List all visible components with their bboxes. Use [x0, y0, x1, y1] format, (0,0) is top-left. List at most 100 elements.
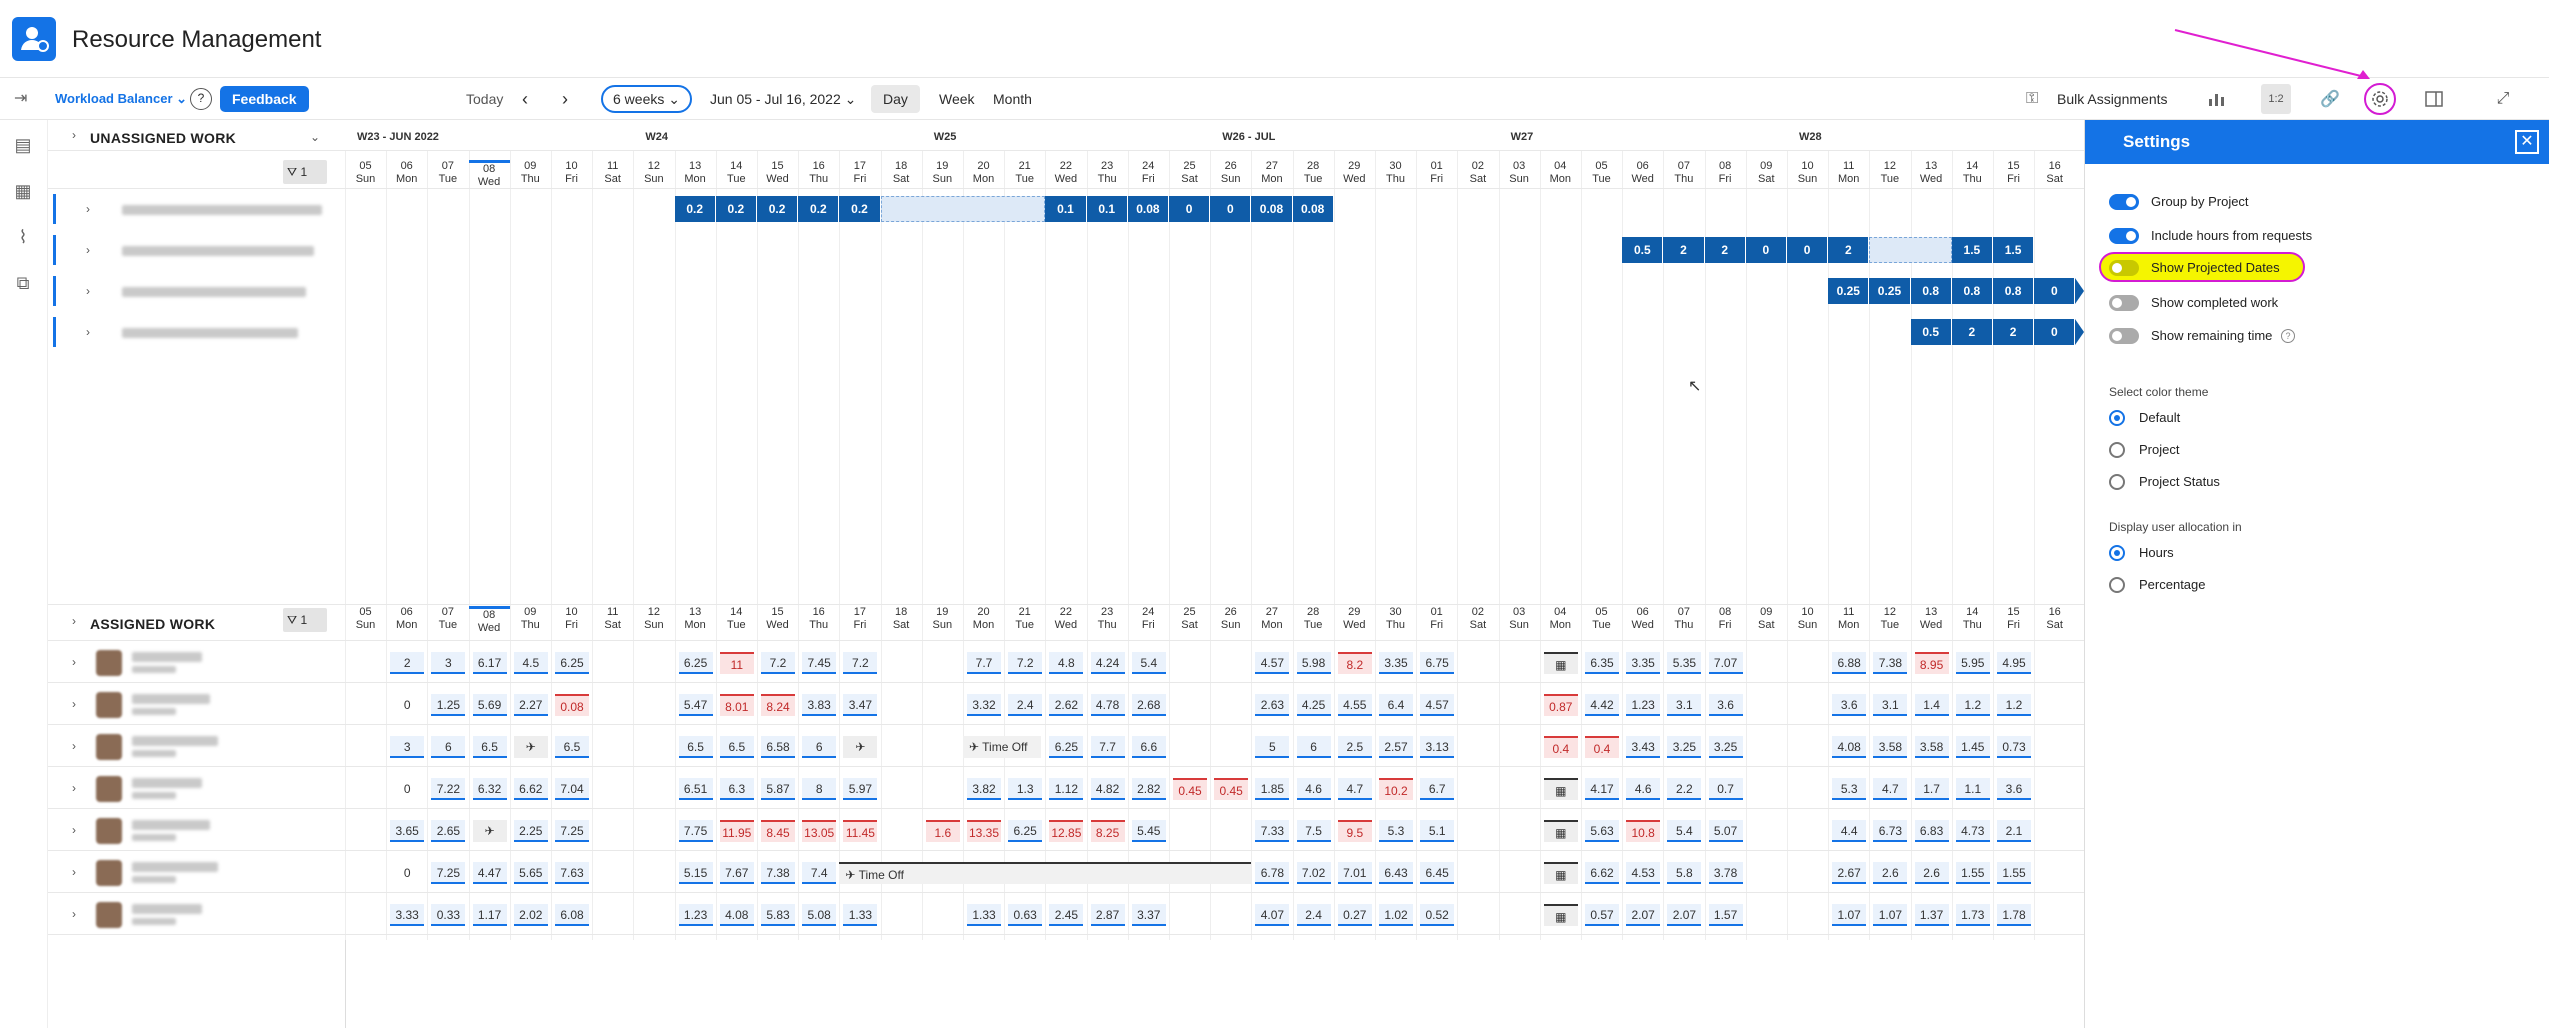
show-projected-dates-toggle[interactable] [2109, 260, 2139, 276]
allocation-cell: 1.7 [1914, 778, 1949, 800]
toolbar: ⇥ Workload Balancer ⌄ ? Feedback Today ‹… [0, 78, 2549, 120]
expand-icon[interactable]: ⤢ [2496, 90, 2510, 107]
unassigned-work-title: UNASSIGNED WORK [90, 130, 237, 146]
day-header: 10 Sun [1787, 606, 1828, 632]
show-remaining-time-toggle[interactable] [2109, 328, 2139, 344]
theme-project-radio[interactable] [2109, 442, 2125, 458]
chevron-right-icon[interactable]: › [72, 614, 76, 628]
chevron-right-icon[interactable]: › [72, 781, 76, 795]
chevron-right-icon[interactable]: › [72, 907, 76, 921]
day-header: 11 Sat [592, 606, 633, 632]
chevron-right-icon[interactable]: › [72, 823, 76, 837]
allocation-heading: Display user allocation in [2109, 520, 2242, 534]
chevron-right-icon[interactable]: › [72, 128, 76, 142]
link-icon[interactable]: 🔗 [2320, 91, 2340, 108]
day-name: Wed [1631, 173, 1654, 185]
previous-icon[interactable]: ‹ [522, 89, 528, 109]
day-name: Thu [809, 619, 829, 631]
help-icon[interactable]: ? [190, 88, 212, 110]
chevron-right-icon[interactable]: › [72, 865, 76, 879]
view-day-tab[interactable]: Day [871, 85, 920, 113]
assigned-filter[interactable]: ⛛ 1 [283, 608, 327, 632]
day-name: Wed [1343, 619, 1366, 631]
info-icon[interactable]: ? [2281, 329, 2295, 343]
allocation-cell: 2 [1951, 319, 1993, 345]
feedback-button[interactable]: Feedback [220, 86, 309, 112]
group-by-project-toggle[interactable] [2109, 194, 2139, 210]
allocation-cell: 6.5 [472, 736, 507, 758]
day-header: 30 Thu [1375, 606, 1416, 632]
unassigned-filter[interactable]: ⛛ 1 [283, 160, 327, 184]
allocation-cell: 3.13 [1420, 736, 1455, 758]
project-name-redacted [122, 287, 306, 297]
day-number: 01 [1430, 160, 1443, 172]
ratio-toggle-icon[interactable]: 1:2 [2261, 84, 2291, 114]
allocation-cell: 7.2 [843, 652, 878, 674]
date-range-dropdown[interactable]: Jun 05 - Jul 16, 2022 ⌄ [710, 78, 856, 120]
settings-gear-icon[interactable] [2364, 83, 2396, 115]
allocation-cell: 0.2 [674, 196, 716, 222]
show-completed-work-toggle[interactable] [2109, 295, 2139, 311]
day-gridline [633, 150, 635, 940]
day-name: Tue [727, 619, 746, 631]
day-number: 13 [1924, 160, 1938, 172]
day-header: 22 Wed [1045, 606, 1086, 632]
chevron-right-icon[interactable]: › [86, 284, 90, 298]
alloc-hours-radio[interactable] [2109, 545, 2125, 561]
allocation-cell: 2.67 [1832, 862, 1867, 884]
day-name: Tue [1303, 619, 1323, 631]
alloc-percentage-radio[interactable] [2109, 577, 2125, 593]
day-header: 22 Wed [1045, 160, 1086, 186]
allocation-cell: 13.05 [802, 820, 837, 842]
next-icon[interactable]: › [562, 89, 568, 109]
chevron-right-icon[interactable]: › [72, 655, 76, 669]
day-header: 20 Mon [963, 606, 1004, 632]
theme-default-radio[interactable] [2109, 410, 2125, 426]
view-week-tab[interactable]: Week [939, 91, 975, 107]
side-panel-icon[interactable] [2419, 84, 2449, 114]
theme-project-status-radio[interactable] [2109, 474, 2125, 490]
day-name: Fri [853, 619, 867, 631]
allocation-cell: 7.45 [802, 652, 837, 674]
document-icon[interactable]: ▤ [14, 135, 32, 155]
allocation-cell: 2.6 [1873, 862, 1908, 884]
chevron-right-icon[interactable]: › [86, 243, 90, 257]
allocation-cell: 1.17 [472, 904, 507, 926]
allocation-cell: 4.25 [1296, 694, 1331, 716]
day-header: 14 Thu [1952, 160, 1993, 186]
allocation-cell: 6.25 [1049, 736, 1084, 758]
collapse-sidebar-icon[interactable]: ⇥ [14, 90, 28, 107]
org-chart-icon[interactable]: ⧉ [16, 273, 30, 293]
app-header: Resource Management [0, 0, 2549, 78]
allocation-cell: 9.5 [1337, 820, 1372, 842]
day-header: 26 Sun [1210, 160, 1251, 186]
holiday-calendar-icon: ▦ [1543, 904, 1578, 926]
range-dropdown[interactable]: 6 weeks ⌄ [601, 85, 692, 113]
workload-balancer-dropdown[interactable]: Workload Balancer ⌄ [55, 78, 187, 120]
allocation-cell: 1.1 [1955, 778, 1990, 800]
allocation-cell: 7.25 [431, 862, 466, 884]
chart-icon[interactable] [2202, 84, 2232, 114]
calendar-icon[interactable]: ▦ [14, 181, 32, 201]
chevron-down-icon[interactable]: ⌄ [310, 130, 321, 144]
chevron-right-icon[interactable]: › [72, 697, 76, 711]
allocation-cell: 8.45 [761, 820, 795, 842]
include-hours-toggle[interactable] [2109, 228, 2139, 244]
header-divider [48, 604, 2084, 605]
allocation-cell: 0.25 [1869, 278, 1911, 304]
chevron-right-icon[interactable]: › [72, 739, 76, 753]
view-month-tab[interactable]: Month [993, 91, 1032, 107]
trend-chart-icon[interactable]: ⌇ [18, 227, 28, 247]
allocation-cell: 5.83 [761, 904, 795, 926]
allocation-cell: 2 [1704, 237, 1746, 263]
today-button[interactable]: Today [466, 91, 504, 107]
allocation-cell: 0.2 [839, 196, 881, 222]
close-icon[interactable]: ✕ [2515, 130, 2539, 154]
chevron-right-icon[interactable]: › [86, 325, 90, 339]
bulk-assignments-button[interactable]: Bulk Assignments [2057, 91, 2168, 107]
day-name: Sat [1469, 619, 1487, 631]
allocation-cell: 5.35 [1667, 652, 1702, 674]
theme-default-label: Default [2139, 410, 2181, 425]
mouse-cursor-icon: ↖ [1688, 378, 1702, 395]
chevron-right-icon[interactable]: › [86, 202, 90, 216]
